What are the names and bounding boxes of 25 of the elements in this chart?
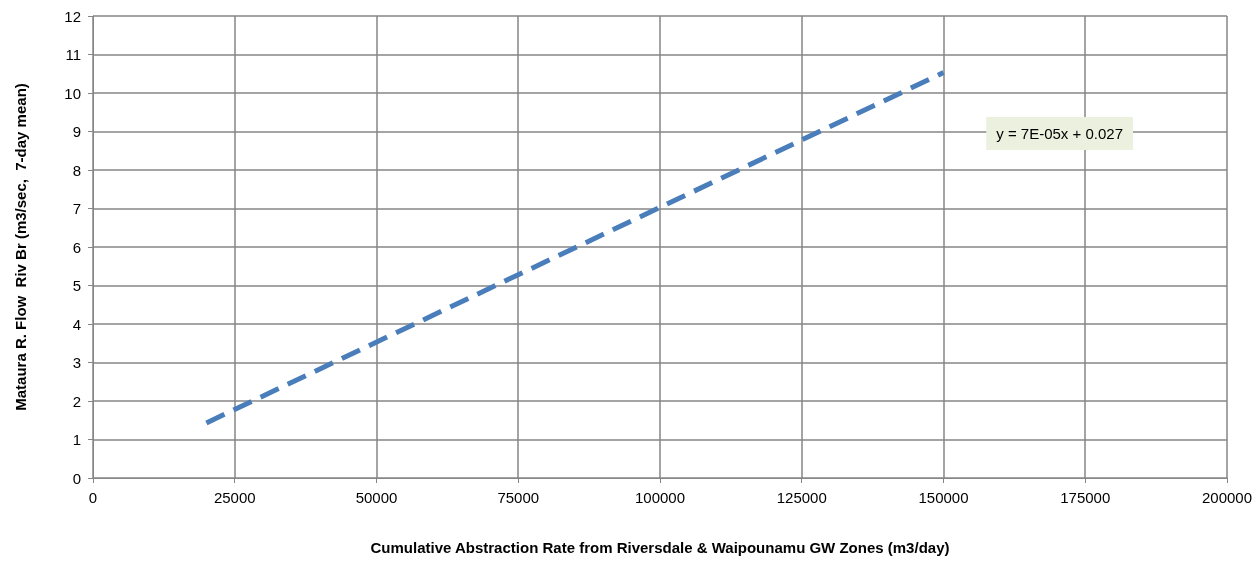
x-tick-label: 75000 xyxy=(497,489,540,506)
y-tick-label: 9 xyxy=(72,123,81,140)
x-tick-label: 200000 xyxy=(1201,489,1252,506)
y-tick-label: 3 xyxy=(72,354,81,371)
y-tick-label: 11 xyxy=(65,46,81,63)
x-tick-label: 150000 xyxy=(918,489,969,506)
y-tick-label: 8 xyxy=(72,161,81,179)
y-tick-label: 12 xyxy=(64,7,81,25)
y-tick-label: 6 xyxy=(72,238,81,256)
y-tick-label: 0 xyxy=(72,469,81,487)
y-tick-label: 1 xyxy=(72,431,81,448)
x-tick-label: 100000 xyxy=(634,489,686,506)
y-tick-label: 4 xyxy=(72,315,81,333)
x-tick-label: 0 xyxy=(88,489,98,506)
y-axis-title: Mataura R. Flow Riv Br (m3/sec, 7-day mean) xyxy=(12,83,29,411)
y-tick-label: 5 xyxy=(72,277,81,294)
x-tick-label: 50000 xyxy=(355,489,398,506)
x-tick-label: 175000 xyxy=(1060,489,1111,506)
x-tick-label: 25000 xyxy=(213,489,256,506)
annotation: y = 7E-05x + 0.027 xyxy=(996,125,1124,142)
x-tick-label: 125000 xyxy=(776,489,827,506)
y-tick-label: 7 xyxy=(72,200,81,217)
y-tick-label: 2 xyxy=(72,392,81,410)
x-axis-title: Cumulative Abstraction Rate from Riversdale & Waipounamu GW Zones (m3/day) xyxy=(370,539,950,556)
y-tick-label: 10 xyxy=(64,84,81,102)
